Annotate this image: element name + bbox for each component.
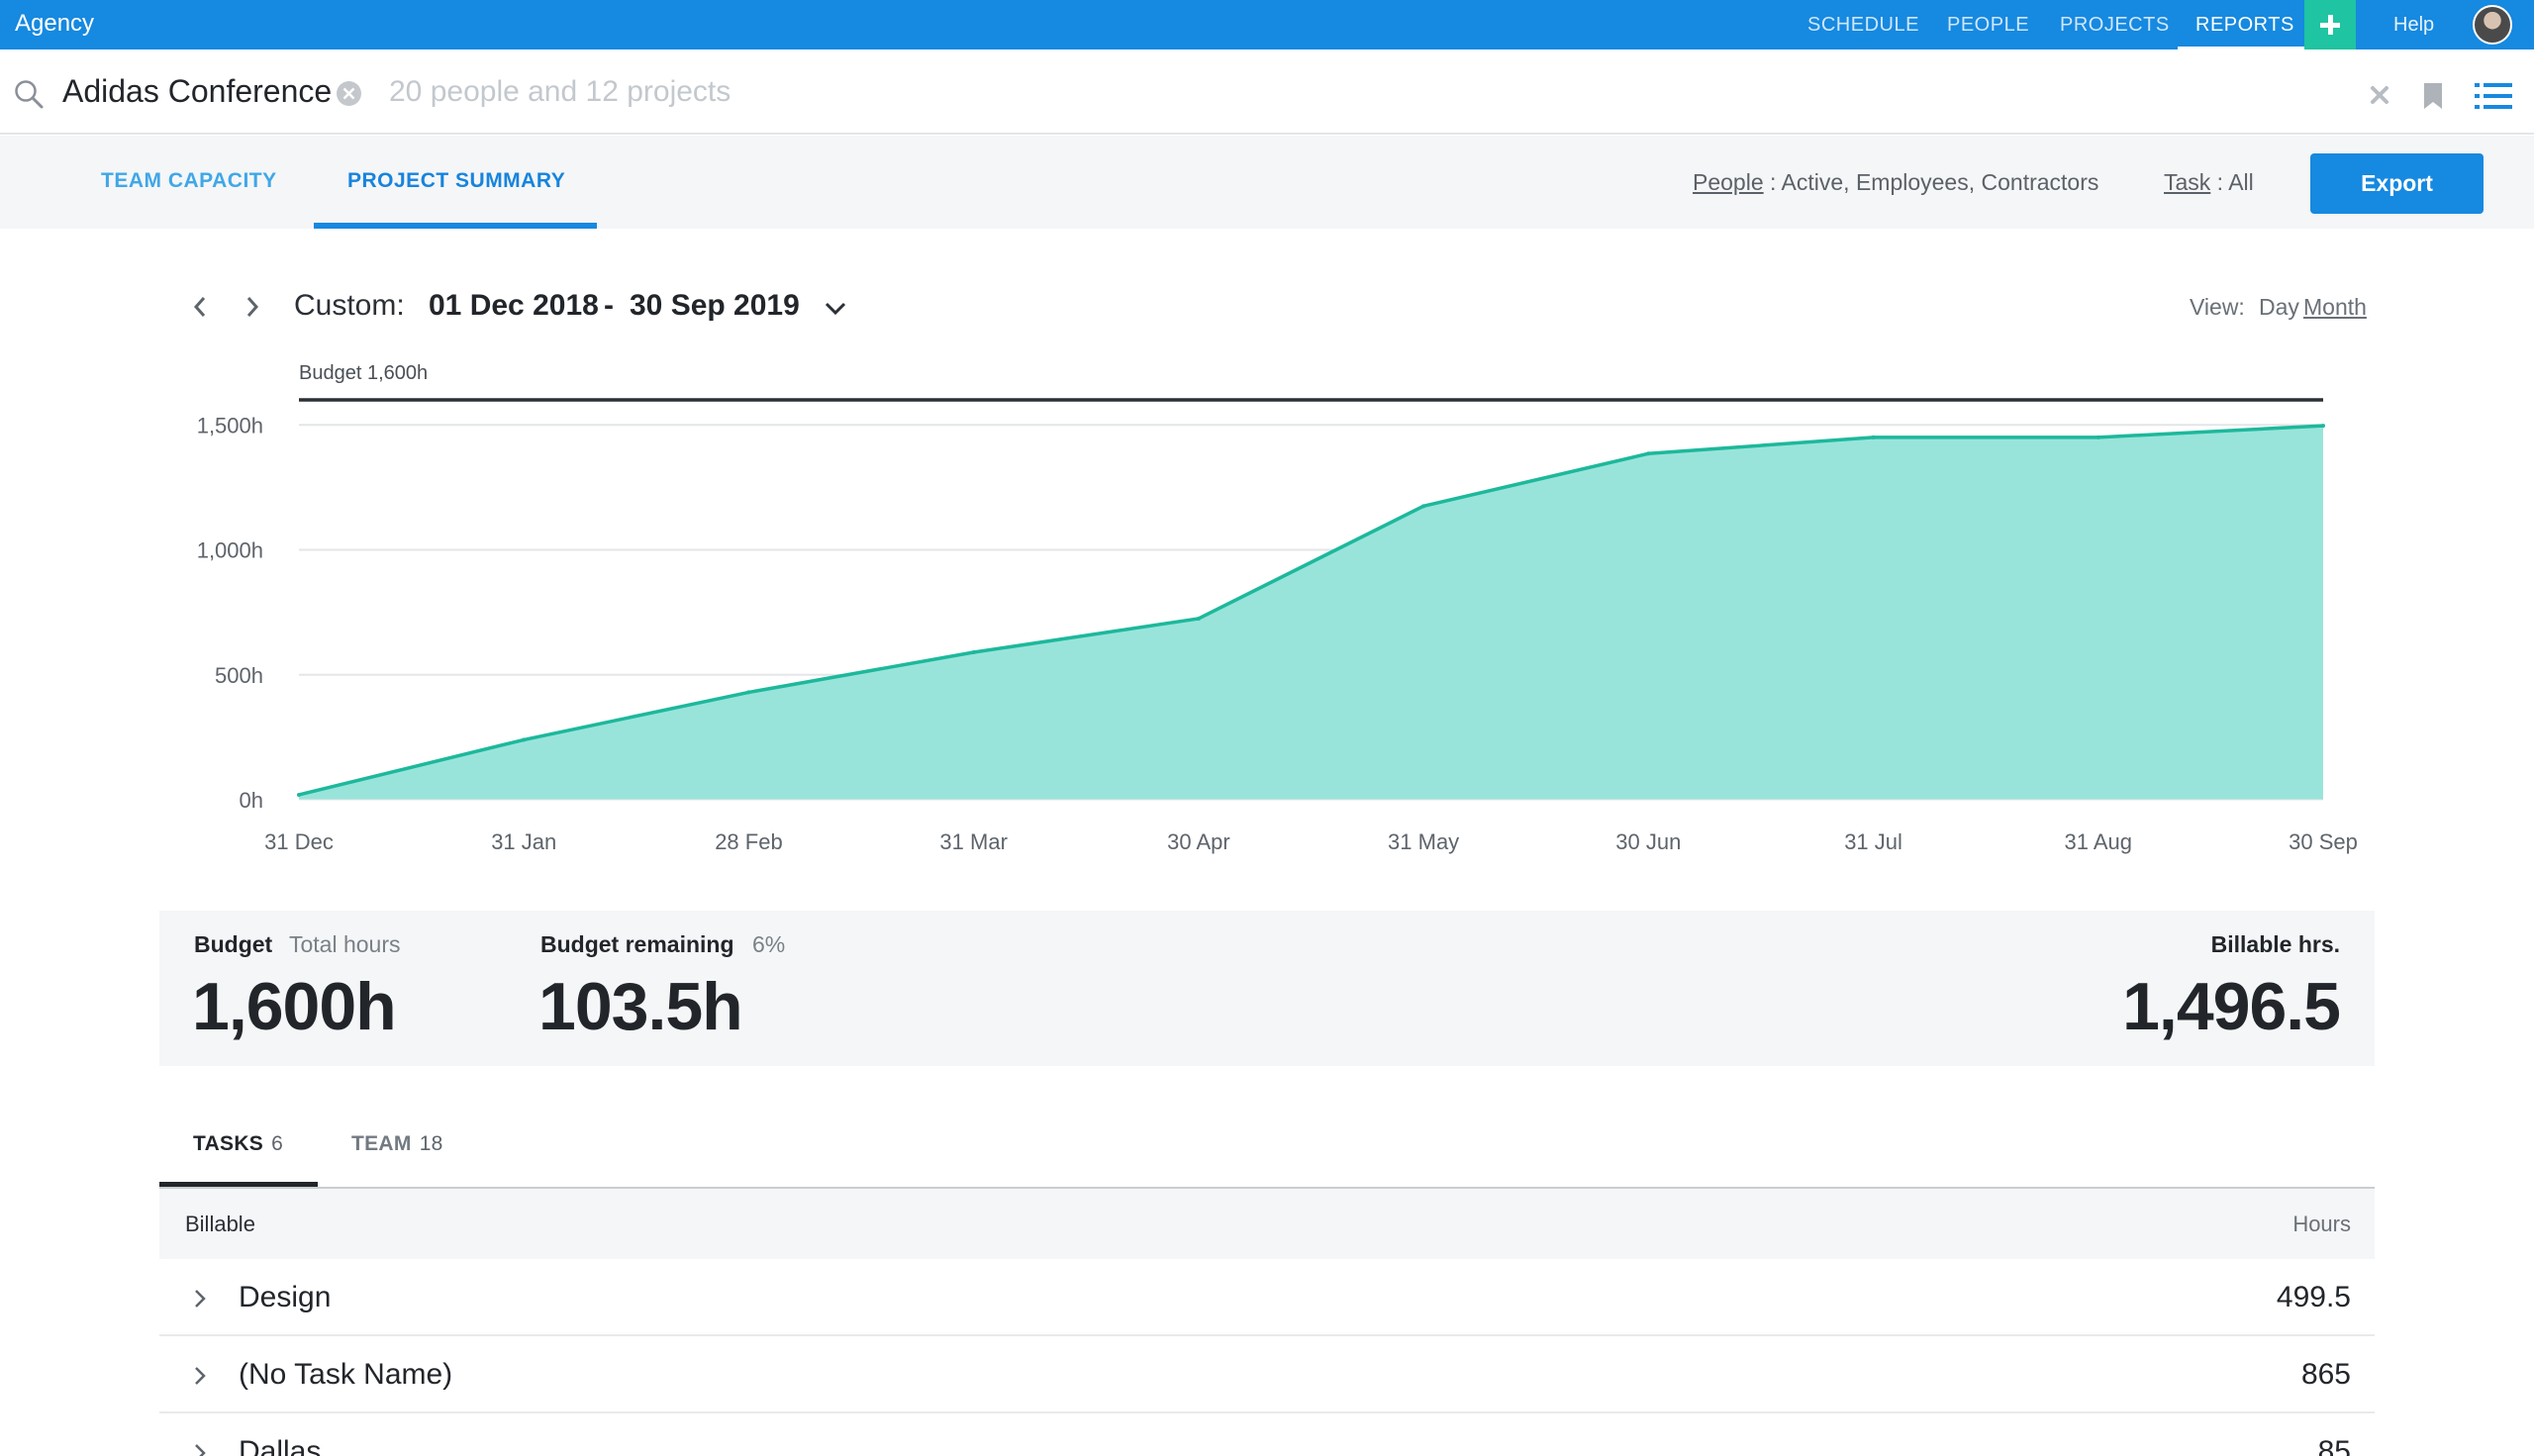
task-filter-value: : All <box>2210 169 2254 195</box>
y-tick-label: 1,500h <box>197 413 263 437</box>
x-tick-label: 30 Sep <box>2289 829 2358 854</box>
help-link[interactable]: Help <box>2393 14 2435 36</box>
nav-schedule[interactable]: SCHEDULE <box>1807 14 1919 36</box>
tab-tasks-label[interactable]: TASKS <box>193 1132 264 1155</box>
task-filter[interactable]: Task : All <box>2164 169 2254 196</box>
tab-team-label[interactable]: TEAM <box>351 1132 412 1155</box>
app-name[interactable]: Agency <box>15 10 95 37</box>
date-range-start[interactable]: 01 Dec 2018 <box>429 289 599 322</box>
table-row[interactable]: Dallas 85 <box>159 1413 2375 1456</box>
nav-people[interactable]: PEOPLE <box>1947 14 2030 36</box>
x-tick-label: 30 Apr <box>1167 829 1230 854</box>
tab-tasks-count: 6 <box>271 1132 284 1155</box>
data-point <box>1646 451 1651 456</box>
view-month[interactable]: Month <box>2303 294 2367 321</box>
y-tick-label: 500h <box>215 663 263 688</box>
data-point <box>297 792 301 797</box>
data-point <box>971 650 976 655</box>
budget-remaining-title: Budget remaining <box>540 931 734 957</box>
tab-team-count: 18 <box>419 1132 443 1155</box>
date-range-label: Custom: <box>294 289 405 322</box>
report-subtabs: TEAM CAPACITY PROJECT SUMMARY People : A… <box>0 136 2534 229</box>
view-month-label[interactable]: Month <box>2303 294 2367 320</box>
task-name: Design <box>239 1281 332 1313</box>
data-point <box>746 690 751 695</box>
billable-value: 1,496.5 <box>2122 969 2341 1044</box>
billable-title: Billable hrs. <box>2210 931 2340 957</box>
top-bar: Agency SCHEDULE PEOPLE PROJECTS REPORTS … <box>0 0 2534 49</box>
budget-value: 1,600h <box>192 969 397 1044</box>
task-filter-label[interactable]: Task <box>2164 169 2211 195</box>
table-row[interactable]: Design 499.5 <box>159 1259 2375 1336</box>
chevron-right-icon[interactable] <box>193 1442 207 1456</box>
user-avatar[interactable] <box>2473 5 2512 45</box>
column-billable[interactable]: Billable <box>185 1212 255 1236</box>
task-name: (No Task Name) <box>239 1358 453 1391</box>
search-bar: Adidas Conference 20 people and 12 proje… <box>0 49 2534 135</box>
date-range-separator: - <box>604 289 614 322</box>
clear-search-icon[interactable] <box>336 80 362 107</box>
active-lower-tab-indicator <box>159 1182 318 1187</box>
budget-remaining-value: 103.5h <box>538 969 743 1044</box>
data-point <box>1421 504 1426 509</box>
bookmark-icon[interactable] <box>2422 82 2444 110</box>
task-hours: 85 <box>2317 1435 2351 1456</box>
search-summary: 20 people and 12 projects <box>389 75 731 108</box>
x-tick-label: 30 Jun <box>1615 829 1681 854</box>
x-tick-label: 31 Jul <box>1844 829 1902 854</box>
people-filter-label[interactable]: People <box>1693 169 1764 195</box>
table-row[interactable]: (No Task Name) 865 <box>159 1336 2375 1413</box>
x-tick-label: 31 May <box>1388 829 1459 854</box>
active-tab-indicator <box>314 223 597 229</box>
prev-period-icon[interactable] <box>191 294 209 320</box>
area-fill <box>299 426 2323 800</box>
search-icon[interactable] <box>14 79 44 109</box>
x-tick-label: 31 Jan <box>491 829 556 854</box>
task-name: Dallas <box>239 1435 322 1456</box>
y-tick-label: 0h <box>240 788 263 813</box>
next-period-icon[interactable] <box>244 294 261 320</box>
chevron-right-icon[interactable] <box>193 1365 207 1387</box>
x-tick-label: 31 Aug <box>2065 829 2133 854</box>
data-point <box>2321 424 2325 429</box>
table-header: Billable Hours <box>159 1189 2375 1259</box>
series-line <box>298 424 2324 797</box>
tab-project-summary[interactable]: PROJECT SUMMARY <box>347 169 566 192</box>
chevron-down-icon[interactable] <box>824 299 847 317</box>
budget-title: Budget <box>194 931 273 957</box>
task-hours: 865 <box>2300 1358 2351 1391</box>
column-hours[interactable]: Hours <box>2292 1212 2351 1236</box>
tabs-divider <box>159 1187 2375 1189</box>
data-point <box>1871 435 1876 439</box>
budget-label: Budget 1,600h <box>299 362 428 384</box>
list-view-icon[interactable] <box>2475 81 2512 111</box>
date-range-end[interactable]: 30 Sep 2019 <box>630 289 800 322</box>
task-hours: 499.5 <box>2276 1281 2351 1313</box>
budget-burn-chart: 0h 500h 1,000h 1,500h Budget 1,600h 31 Dec 31 … <box>197 362 2358 854</box>
search-input-value[interactable]: Adidas Conference <box>62 73 333 109</box>
people-filter-value: : Active, Employees, Contractors <box>1763 169 2099 195</box>
nav-reports[interactable]: REPORTS <box>2178 0 2312 49</box>
data-point <box>522 737 527 742</box>
chevron-right-icon[interactable] <box>193 1288 207 1310</box>
people-filter[interactable]: People : Active, Employees, Contractors <box>1693 169 2098 196</box>
view-label: View: <box>2190 294 2245 320</box>
add-plus-button[interactable] <box>2304 0 2356 49</box>
tab-tasks[interactable]: TASKS 6 <box>193 1132 283 1156</box>
data-point <box>1196 616 1201 621</box>
summary-panel: Budget Total hours 1,600h Budget remaini… <box>159 911 2375 1066</box>
x-tick-label: 31 Dec <box>264 829 334 854</box>
nav-projects[interactable]: PROJECTS <box>2060 14 2170 36</box>
tab-team[interactable]: TEAM 18 <box>351 1132 443 1156</box>
y-tick-label: 1,000h <box>197 538 263 563</box>
x-tick-label: 31 Mar <box>939 829 1007 854</box>
close-icon[interactable] <box>2370 85 2389 105</box>
budget-subtitle: Total hours <box>289 931 401 957</box>
data-point <box>2095 435 2100 439</box>
view-day[interactable]: Day <box>2259 294 2299 320</box>
tab-team-capacity[interactable]: TEAM CAPACITY <box>101 169 277 192</box>
export-button[interactable]: Export <box>2310 153 2484 214</box>
x-tick-label: 28 Feb <box>715 829 783 854</box>
budget-remaining-percent: 6% <box>752 931 786 957</box>
